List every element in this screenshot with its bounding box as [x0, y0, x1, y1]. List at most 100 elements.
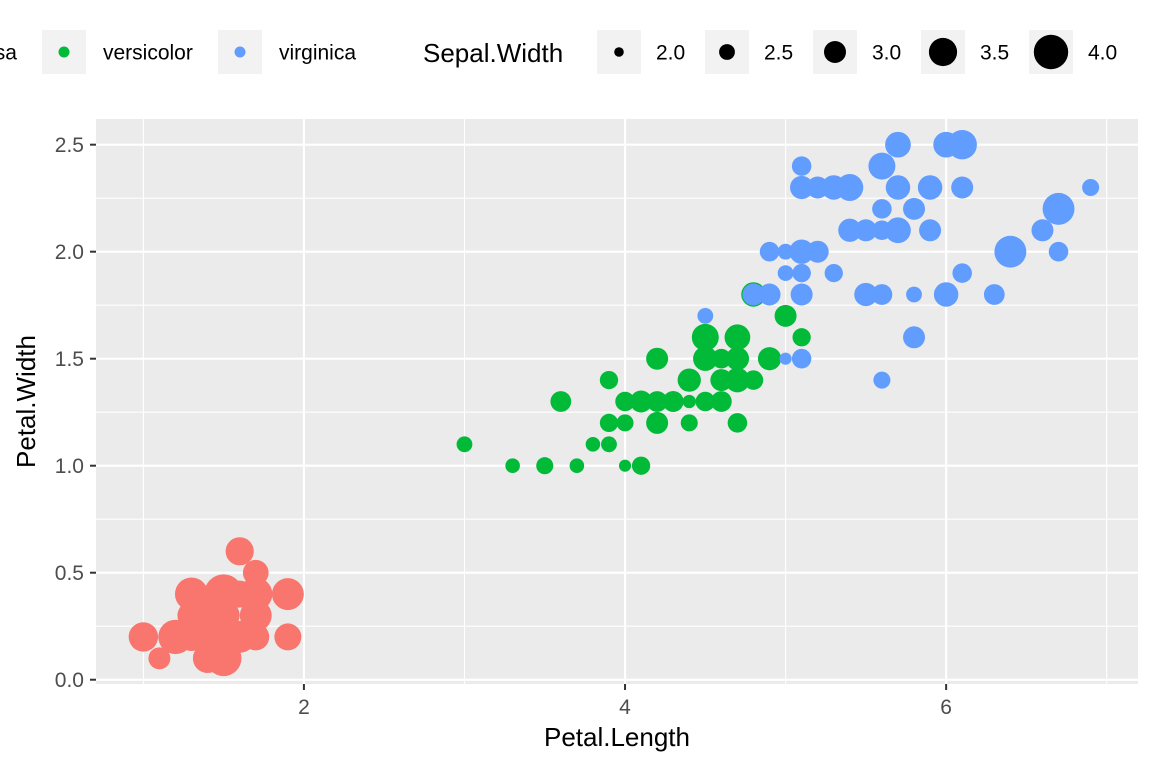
y-tick-label: 0.5 — [55, 562, 84, 585]
data-point-versicolor — [710, 369, 733, 392]
data-point-setosa — [274, 623, 302, 651]
data-point-virginica — [1031, 219, 1054, 242]
data-point-versicolor — [599, 370, 619, 390]
size-legend-swatch — [614, 47, 624, 57]
data-point-virginica — [885, 131, 911, 158]
data-point-versicolor — [505, 459, 520, 473]
data-point-versicolor — [725, 347, 750, 371]
data-point-versicolor — [682, 394, 696, 409]
y-tick-label: 1.0 — [55, 455, 84, 478]
data-point-versicolor — [743, 370, 764, 390]
data-point-virginica — [917, 175, 943, 200]
size-legend-label: 4.0 — [1088, 42, 1117, 65]
data-point-versicolor — [550, 391, 572, 412]
data-point-virginica — [873, 371, 891, 389]
data-point-versicolor — [616, 414, 634, 432]
size-legend-swatch — [1033, 34, 1069, 70]
grid-lines — [96, 119, 1138, 684]
size-legend-title: Sepal.Width — [423, 38, 563, 68]
data-point-versicolor — [678, 369, 701, 392]
y-tick-label: 2.5 — [55, 134, 84, 157]
data-point-setosa — [194, 624, 221, 650]
data-point-virginica — [806, 240, 829, 263]
size-legend-label: 3.5 — [980, 42, 1009, 65]
data-point-virginica — [790, 283, 813, 306]
data-point-virginica — [870, 154, 894, 178]
x-tick-label: 6 — [940, 696, 952, 719]
data-point-virginica — [742, 283, 765, 306]
data-point-versicolor — [646, 347, 669, 370]
data-point-versicolor — [695, 391, 716, 412]
data-point-virginica — [777, 265, 794, 281]
data-point-versicolor — [694, 347, 717, 370]
data-point-versicolor — [456, 436, 473, 453]
legend-swatch-versicolor — [58, 46, 70, 58]
data-point-virginica — [872, 199, 892, 219]
data-point-virginica — [1082, 178, 1100, 197]
data-point-versicolor — [601, 436, 617, 453]
data-point-versicolor — [646, 411, 669, 434]
data-point-virginica — [777, 243, 794, 260]
data-point-versicolor — [691, 323, 719, 351]
data-point-virginica — [983, 284, 1005, 305]
data-point-versicolor — [680, 414, 698, 432]
data-point-virginica — [779, 352, 792, 365]
data-point-setosa — [192, 643, 223, 674]
data-point-setosa — [174, 577, 209, 611]
size-legend-swatch — [824, 41, 846, 63]
y-tick-label: 1.5 — [55, 348, 84, 371]
data-point-virginica — [952, 263, 972, 283]
data-point-versicolor — [774, 304, 797, 327]
x-tick-label: 4 — [619, 696, 631, 719]
data-point-virginica — [838, 218, 862, 242]
data-point-virginica — [871, 284, 893, 305]
data-point-versicolor — [727, 369, 748, 391]
data-point-setosa — [210, 580, 238, 608]
y-tick-label: 2.0 — [55, 241, 84, 264]
data-point-versicolor — [585, 437, 601, 452]
legend-label-virginica: virginica — [279, 42, 356, 65]
data-point-virginica — [758, 283, 781, 306]
size-legend-swatch — [719, 44, 735, 60]
data-point-virginica — [951, 176, 974, 199]
data-point-virginica — [885, 217, 911, 244]
legend-label-versicolor: versicolor — [103, 42, 193, 65]
data-point-virginica — [933, 282, 959, 307]
data-point-versicolor — [617, 393, 633, 410]
data-point-virginica — [854, 219, 877, 242]
size-legend-label: 2.0 — [656, 42, 685, 65]
data-point-virginica — [903, 326, 926, 349]
data-point-virginica — [791, 156, 812, 176]
x-tick-label: 2 — [298, 696, 310, 719]
data-point-setosa — [196, 604, 219, 627]
y-axis-title: Petal.Width — [11, 335, 41, 468]
data-point-virginica — [792, 263, 811, 283]
data-point-virginica — [790, 175, 814, 200]
data-point-virginica — [919, 219, 942, 242]
data-point-virginica — [885, 175, 911, 200]
data-point-versicolor — [631, 391, 651, 412]
data-point-versicolor — [710, 391, 732, 412]
data-point-setosa — [242, 559, 269, 586]
data-point-virginica — [872, 220, 892, 241]
data-point-versicolor — [727, 413, 748, 433]
data-point-virginica — [697, 307, 714, 324]
data-point-virginica — [947, 129, 977, 160]
axes: 2 4 6 0.0 0.5 1.0 1.5 2.0 2.5 — [55, 134, 952, 719]
data-point-versicolor — [724, 324, 751, 351]
data-point-versicolor — [662, 391, 684, 412]
data-point-versicolor — [646, 391, 668, 412]
data-point-versicolor — [631, 456, 651, 475]
data-point-virginica — [759, 241, 780, 262]
data-point-versicolor — [761, 350, 778, 367]
data-point-versicolor — [599, 413, 619, 433]
legend-swatch-virginica — [234, 46, 246, 58]
x-axis-title: Petal.Length — [544, 722, 690, 752]
data-point-virginica — [791, 348, 812, 369]
data-point-virginica — [854, 282, 878, 307]
data-point-setosa — [184, 608, 199, 623]
data-point-setosa — [271, 578, 304, 611]
data-point-virginica — [1048, 241, 1069, 262]
data-point-versicolor — [536, 457, 554, 475]
